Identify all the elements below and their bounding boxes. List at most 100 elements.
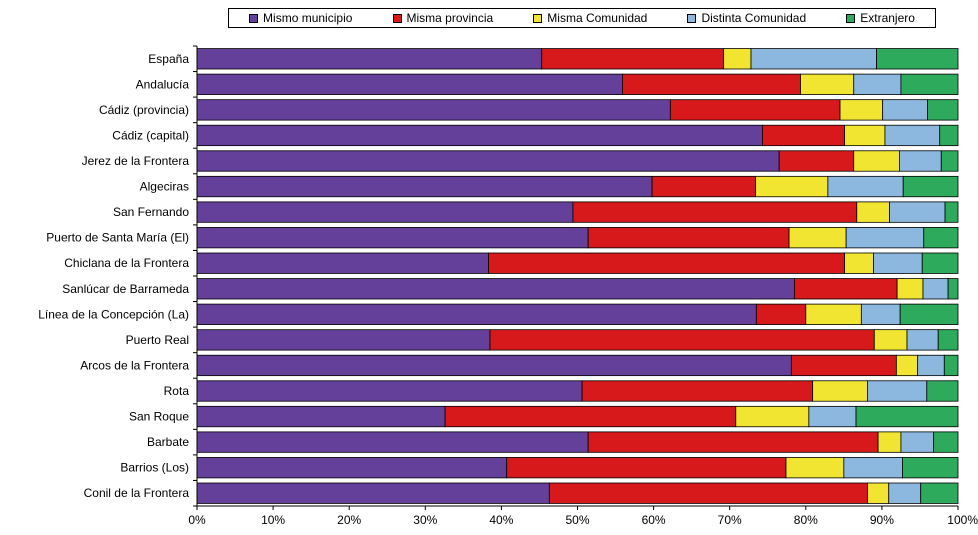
x-tick-label: 30% — [413, 513, 437, 527]
bar-segment — [800, 73, 855, 95]
bar-segment — [196, 482, 550, 504]
category-label: Arcos de la Frontera — [80, 358, 189, 372]
bar-segment — [933, 431, 959, 453]
bar-segment — [196, 201, 574, 223]
x-tick-label: 70% — [718, 513, 742, 527]
bar-segment — [853, 73, 902, 95]
bar-segment — [196, 457, 508, 479]
bar-segment — [805, 303, 862, 325]
bar-segment — [882, 99, 928, 121]
bar-segment — [196, 73, 623, 95]
bar-segment — [196, 431, 589, 453]
bar-segment — [762, 124, 846, 147]
bar-segment — [196, 99, 671, 121]
category-label: Rota — [164, 384, 190, 398]
bar-segment — [896, 278, 924, 300]
bar-segment — [587, 227, 790, 249]
bar-segment — [873, 329, 908, 351]
bar-segment — [877, 431, 902, 453]
legend-item: Distinta Comunidad — [687, 11, 806, 25]
bar-segment — [900, 431, 935, 453]
bar-segment — [488, 252, 846, 274]
bar-segment — [844, 252, 874, 274]
bar-segment — [444, 405, 737, 428]
bar-segment — [196, 405, 446, 428]
bar-segment — [917, 354, 945, 377]
category-label: Cádiz (provincia) — [99, 103, 189, 117]
bar-segment — [843, 457, 903, 479]
legend-label: Misma Comunidad — [547, 11, 648, 25]
bar-segment — [937, 329, 959, 351]
bar-segment — [839, 99, 884, 121]
bar-segment — [899, 303, 959, 325]
bar-segment — [944, 201, 959, 223]
bar-segment — [750, 48, 877, 70]
bar-segment — [196, 48, 543, 70]
legend-swatch — [533, 13, 543, 23]
bar-segment — [888, 482, 922, 504]
bar-segment — [926, 380, 959, 402]
bar-segment — [196, 278, 795, 300]
bar-segment — [581, 380, 814, 402]
bar-segment — [943, 354, 959, 377]
bar-segment — [902, 457, 959, 479]
legend-item: Extranjero — [846, 11, 915, 25]
bar-segment — [541, 48, 725, 70]
bar-segment — [778, 150, 855, 172]
legend-swatch — [846, 13, 856, 23]
bar-segment — [873, 252, 923, 274]
bar-segment — [651, 175, 756, 198]
legend-item: Misma Comunidad — [533, 11, 647, 25]
x-tick-label: 0% — [188, 513, 206, 527]
bar-segment — [940, 150, 959, 172]
category-label: Conil de la Frontera — [84, 486, 190, 500]
bar-segment — [723, 48, 752, 70]
category-label: Puerto Real — [126, 333, 189, 347]
legend-label: Misma provincia — [406, 11, 494, 25]
x-tick-label: 100% — [947, 513, 978, 527]
bar-segment — [755, 175, 829, 198]
bar-segment — [867, 380, 928, 402]
bar-segment — [900, 73, 959, 95]
bar-segment — [860, 303, 901, 325]
bar-segment — [853, 150, 900, 172]
bar-segment — [939, 124, 959, 147]
bar-segment — [785, 457, 845, 479]
bar-segment — [855, 405, 959, 428]
category-label: Cádiz (capital) — [112, 128, 189, 142]
bar-segment — [196, 227, 589, 249]
bar-segment — [196, 252, 489, 274]
category-label: Puerto de Santa María (El) — [46, 231, 189, 245]
bar-segment — [902, 175, 959, 198]
category-label: Chiclana de la Frontera — [64, 256, 189, 270]
bar-segment — [196, 380, 583, 402]
bar-segment — [895, 354, 919, 377]
bar-segment — [921, 252, 959, 274]
x-tick-label: 40% — [489, 513, 513, 527]
bar-segment — [812, 380, 868, 402]
bar-segment — [947, 278, 959, 300]
category-label: Barbate — [147, 435, 189, 449]
bar-segment — [755, 303, 807, 325]
category-label: España — [148, 52, 189, 66]
x-tick-label: 90% — [870, 513, 894, 527]
bar-segment — [548, 482, 868, 504]
legend-label: Distinta Comunidad — [701, 11, 807, 25]
bar-segment — [899, 150, 942, 172]
bar-segment — [196, 354, 792, 377]
x-tick-label: 60% — [642, 513, 666, 527]
bar-segment — [587, 431, 879, 453]
bar-segment — [793, 278, 898, 300]
bar-segment — [906, 329, 939, 351]
x-tick-label: 10% — [261, 513, 285, 527]
bar-segment — [735, 405, 810, 428]
bar-segment — [845, 227, 925, 249]
legend-item: Mismo municipio — [249, 11, 352, 25]
legend-swatch — [249, 13, 259, 23]
bar-segment — [622, 73, 801, 95]
category-label: Jerez de la Frontera — [82, 154, 190, 168]
bar-segment — [884, 124, 941, 147]
x-tick-label: 80% — [794, 513, 818, 527]
